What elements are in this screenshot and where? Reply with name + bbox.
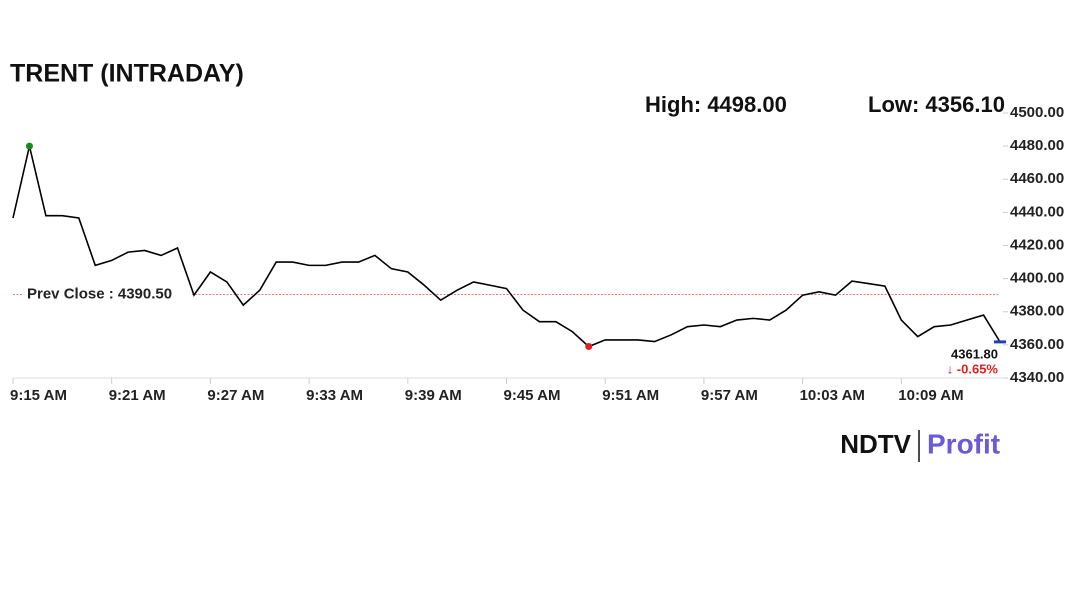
x-tick-label: 9:39 AM bbox=[405, 387, 462, 404]
chart-title: TRENT (INTRADAY) bbox=[10, 60, 244, 88]
y-tick-label: 4460.00 bbox=[1010, 170, 1064, 187]
x-tick-label: 9:51 AM bbox=[602, 387, 659, 404]
y-tick-label: 4440.00 bbox=[1010, 203, 1064, 220]
y-tick-label: 4380.00 bbox=[1010, 303, 1064, 320]
high-marker bbox=[25, 142, 33, 150]
high-label: High: 4498.00 bbox=[645, 92, 787, 117]
y-tick-label: 4340.00 bbox=[1010, 369, 1064, 386]
brand-right: Profit bbox=[927, 428, 1000, 459]
price-line bbox=[12, 145, 1001, 348]
x-tick-label: 9:21 AM bbox=[109, 387, 166, 404]
y-tick-label: 4480.00 bbox=[1010, 137, 1064, 154]
brand-left: NDTV bbox=[840, 429, 911, 459]
x-tick-label: 9:33 AM bbox=[306, 387, 363, 404]
x-tick-label: 9:57 AM bbox=[701, 387, 758, 404]
x-tick-label: 9:45 AM bbox=[504, 387, 561, 404]
low-label: Low: 4356.10 bbox=[868, 92, 1005, 117]
low-marker bbox=[585, 343, 593, 351]
prev-close-bg bbox=[22, 283, 192, 306]
x-tick-label: 9:15 AM bbox=[10, 387, 67, 404]
y-tick-label: 4420.00 bbox=[1010, 236, 1064, 253]
x-tick-label: 10:09 AM bbox=[898, 387, 963, 404]
x-tick-label: 9:27 AM bbox=[207, 387, 264, 404]
x-tick-label: 10:03 AM bbox=[800, 387, 865, 404]
prev-close-label: Prev Close : 4390.50 bbox=[27, 285, 172, 302]
last-value-label: 4361.80 bbox=[951, 346, 998, 361]
y-tick-label: 4360.00 bbox=[1010, 336, 1064, 353]
y-tick-label: 4400.00 bbox=[1010, 270, 1064, 287]
y-tick-label: 4500.00 bbox=[1010, 104, 1064, 121]
change-label: ↓ -0.65% bbox=[947, 361, 999, 376]
